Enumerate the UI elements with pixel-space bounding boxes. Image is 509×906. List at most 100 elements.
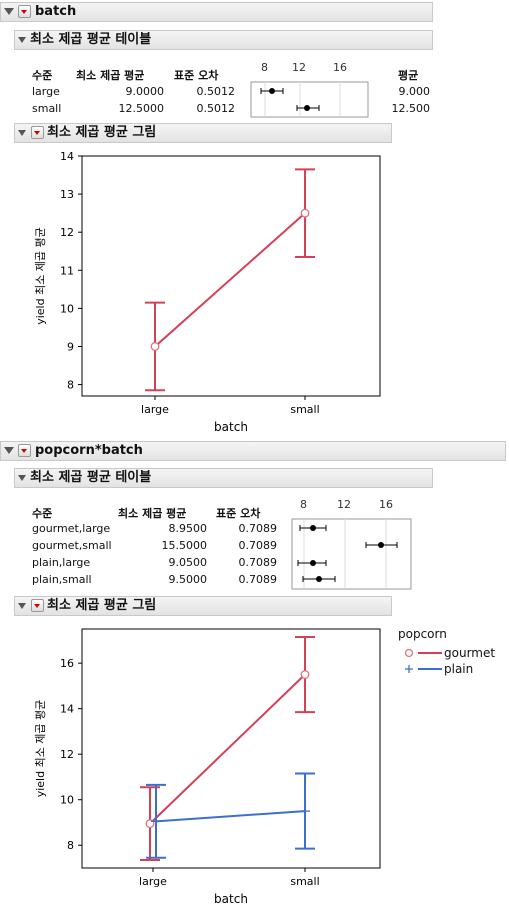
lsm-plot-title: 최소 제곱 평균 그림 bbox=[47, 125, 157, 140]
lsm-plot-title: 최소 제곱 평균 그림 bbox=[47, 598, 157, 613]
col-header-lsm: 최소 제곱 평균 bbox=[76, 69, 145, 82]
cell-se: 0.7089 bbox=[238, 556, 278, 569]
section-header-popcorn-batch[interactable]: popcorn*batch bbox=[0, 441, 506, 461]
x-axis-label: batch bbox=[214, 892, 248, 906]
legend-title: popcorn bbox=[398, 627, 447, 641]
col-header-se: 표준 오차 bbox=[216, 507, 261, 520]
x-tick-label: small bbox=[290, 403, 319, 416]
mini-interval-small bbox=[296, 105, 320, 111]
cell-lsm: 9.5000 bbox=[168, 573, 208, 586]
cell-level: gourmet,large bbox=[32, 522, 111, 535]
legend-item-plain[interactable]: plain bbox=[398, 662, 508, 678]
series-line bbox=[149, 673, 306, 825]
collapse-triangle-icon[interactable] bbox=[18, 130, 26, 136]
lsm-table-header[interactable]: 최소 제곱 평균 테이블 bbox=[14, 30, 433, 50]
lsm-plot-header[interactable]: 최소 제곱 평균 그림 bbox=[14, 596, 392, 616]
col-header-lsm: 최소 제곱 평균 bbox=[118, 507, 187, 520]
y-tick-label: 12 bbox=[60, 226, 74, 239]
mini-chart-frame bbox=[250, 81, 369, 118]
red-triangle-menu-icon[interactable] bbox=[18, 444, 31, 457]
series-line bbox=[155, 810, 306, 823]
cell-level: plain,large bbox=[32, 556, 91, 569]
collapse-triangle-icon[interactable] bbox=[4, 447, 14, 454]
x-tick-label: small bbox=[290, 875, 319, 888]
col-header-level: 수준 bbox=[32, 507, 53, 520]
cell-level: gourmet,small bbox=[32, 539, 112, 552]
lsm-plot-popcorn-batch: 8 10 12 14 16 large small batch yield 최소 제곱 평균 bbox=[34, 628, 381, 906]
x-axis-label: batch bbox=[214, 420, 248, 434]
section-header-batch[interactable]: batch bbox=[0, 2, 433, 22]
collapse-triangle-icon[interactable] bbox=[4, 8, 14, 15]
mini-tick-label: 16 bbox=[379, 498, 393, 511]
lsm-plot-header[interactable]: 최소 제곱 평균 그림 bbox=[14, 123, 392, 143]
mini-tick-label: 8 bbox=[300, 498, 307, 511]
y-tick-label: 13 bbox=[60, 188, 74, 201]
data-point bbox=[150, 342, 160, 351]
legend-item-gourmet[interactable]: gourmet bbox=[398, 646, 508, 662]
collapse-triangle-icon[interactable] bbox=[18, 475, 26, 481]
data-point bbox=[300, 670, 310, 679]
mini-interval-gourmet-small bbox=[365, 542, 398, 548]
y-tick-label: 9 bbox=[67, 340, 74, 353]
mini-tick-label: 16 bbox=[333, 61, 347, 74]
legend-label: gourmet bbox=[444, 646, 496, 660]
cell-mean: 9.000 bbox=[398, 85, 431, 98]
plain-marker-icon bbox=[405, 665, 442, 673]
lsm-interval-mini-chart: 8 12 16 bbox=[291, 498, 412, 590]
mini-tick-label: 12 bbox=[292, 61, 306, 74]
lsm-plot-batch: 8 9 10 11 12 13 14 large small batch yield 최소 제곱 평… bbox=[34, 150, 381, 434]
y-tick-label: 16 bbox=[60, 657, 74, 670]
col-header-level: 수준 bbox=[32, 69, 53, 82]
collapse-triangle-icon[interactable] bbox=[18, 603, 26, 609]
cell-lsm: 9.0500 bbox=[168, 556, 208, 569]
series-line bbox=[154, 212, 306, 348]
plot-frame bbox=[81, 155, 381, 397]
mini-interval-plain-large bbox=[297, 560, 327, 566]
lsm-table-title: 최소 제곱 평균 테이블 bbox=[30, 470, 152, 485]
x-tick-label: large bbox=[141, 403, 169, 416]
cell-lsm: 9.0000 bbox=[125, 85, 165, 98]
lsm-table-title: 최소 제곱 평균 테이블 bbox=[30, 32, 152, 47]
plot-frame bbox=[81, 628, 381, 869]
cell-lsm: 8.9500 bbox=[168, 522, 208, 535]
cell-se: 0.7089 bbox=[238, 522, 278, 535]
cell-lsm: 15.5000 bbox=[161, 539, 208, 552]
red-triangle-menu-icon[interactable] bbox=[18, 5, 31, 18]
mini-interval-large bbox=[260, 88, 284, 94]
y-tick-label: 14 bbox=[60, 150, 74, 163]
collapse-triangle-icon[interactable] bbox=[18, 37, 26, 43]
red-triangle-menu-icon[interactable] bbox=[31, 599, 44, 612]
y-tick-label: 10 bbox=[60, 302, 74, 315]
cell-level: large bbox=[32, 85, 60, 98]
cell-se: 0.7089 bbox=[238, 573, 278, 586]
mini-interval-plain-small bbox=[302, 576, 336, 582]
y-tick-label: 12 bbox=[60, 748, 74, 761]
cell-mean: 12.500 bbox=[391, 102, 431, 115]
legend: popcorn gourmet plain bbox=[398, 627, 508, 678]
y-axis-label: yield 최소 제곱 평균 bbox=[34, 700, 47, 798]
x-tick-label: large bbox=[139, 875, 167, 888]
col-header-mean: 평균 bbox=[398, 69, 419, 82]
cell-level: small bbox=[32, 102, 62, 115]
data-point bbox=[300, 208, 310, 218]
y-tick-label: 8 bbox=[67, 839, 74, 852]
y-tick-label: 14 bbox=[60, 703, 74, 716]
cell-se: 0.5012 bbox=[196, 85, 236, 98]
section-title: batch bbox=[35, 4, 77, 19]
cell-se: 0.7089 bbox=[238, 539, 278, 552]
col-header-se: 표준 오차 bbox=[174, 69, 219, 82]
cell-level: plain,small bbox=[32, 573, 92, 586]
y-axis-label: yield 최소 제곱 평균 bbox=[34, 227, 47, 325]
y-tick-label: 10 bbox=[60, 794, 74, 807]
mini-tick-label: 12 bbox=[337, 498, 351, 511]
section-title: popcorn*batch bbox=[35, 443, 143, 458]
red-triangle-menu-icon[interactable] bbox=[31, 126, 44, 139]
lsm-interval-mini-chart: 8 12 16 bbox=[250, 61, 369, 118]
y-tick-label: 11 bbox=[60, 264, 74, 277]
cell-se: 0.5012 bbox=[196, 102, 236, 115]
lsm-table-header[interactable]: 최소 제곱 평균 테이블 bbox=[14, 468, 433, 488]
legend-label: plain bbox=[444, 662, 474, 676]
mini-tick-label: 8 bbox=[261, 61, 268, 74]
mini-interval-gourmet-large bbox=[299, 525, 327, 531]
gourmet-marker-icon bbox=[404, 648, 442, 658]
